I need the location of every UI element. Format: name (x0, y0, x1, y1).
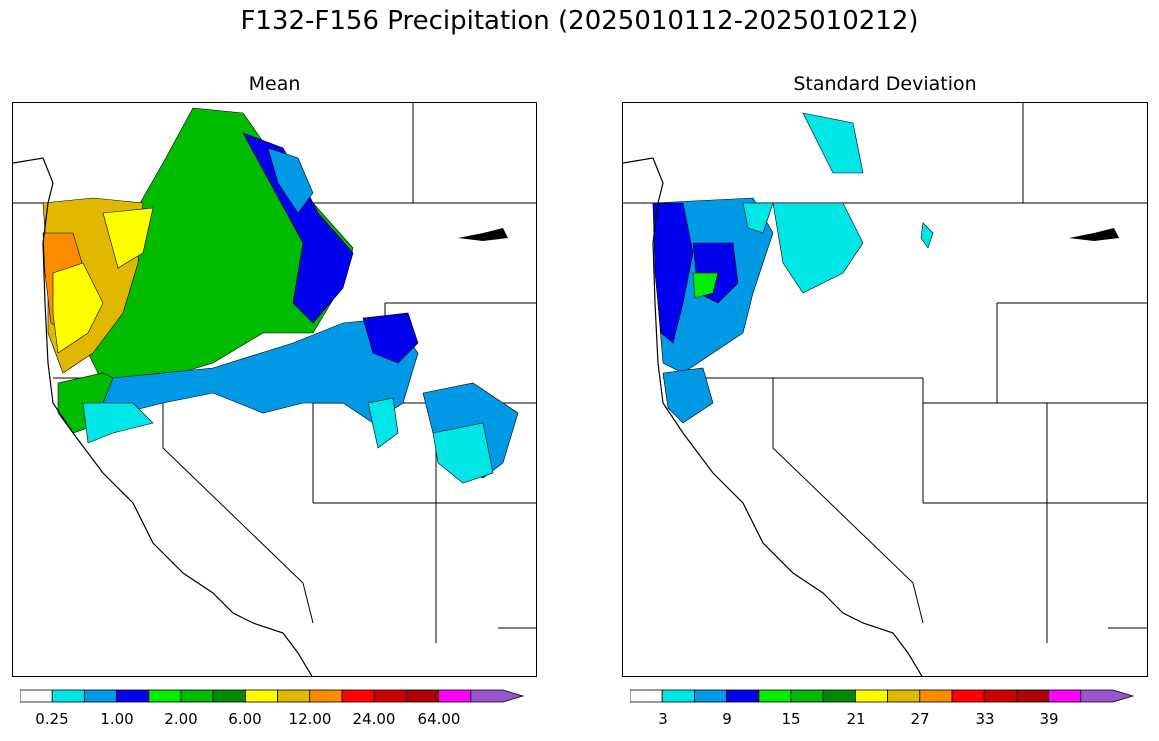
cbar-label: 39 (1039, 710, 1059, 728)
colorbar-segment (148, 689, 182, 703)
cbar-label: 1.00 (100, 710, 134, 728)
colorbar-segment (790, 689, 824, 703)
cbar-label: 3 (658, 710, 668, 728)
colorbar-segment (854, 689, 888, 703)
colorbar-extend-arrow (1080, 689, 1135, 703)
colorbar-segment (84, 689, 118, 703)
colorbar-segment (726, 689, 760, 703)
cbar-label: 33 (975, 710, 995, 728)
colorbar-segment (438, 689, 472, 703)
colorbar-segment (694, 689, 728, 703)
panel-title-stddev: Standard Deviation (793, 73, 977, 95)
colorbar-segment (309, 689, 343, 703)
cbar-label: 15 (781, 710, 801, 728)
figure-title: F132-F156 Precipitation (2025010112-2025… (240, 6, 919, 36)
map-mean (12, 102, 537, 677)
colorbar-segment (951, 689, 985, 703)
colorbar-segment (212, 689, 246, 703)
panel-title-mean: Mean (248, 73, 301, 95)
colorbar-segment (341, 689, 375, 703)
colorbar-mean (20, 689, 530, 703)
cbar-label: 12.00 (288, 710, 332, 728)
colorbar-segment (887, 689, 921, 703)
colorbar-segment (630, 689, 663, 703)
colorbar-segment (822, 689, 856, 703)
colorbar-extend-arrow (470, 689, 525, 703)
cbar-label: 27 (910, 710, 930, 728)
colorbar-segment (20, 689, 53, 703)
colorbar-segment (1048, 689, 1082, 703)
cbar-label: 24.00 (352, 710, 396, 728)
cbar-label: 9 (722, 710, 732, 728)
colorbar-segment (758, 689, 792, 703)
map-stddev (622, 102, 1148, 677)
colorbar-segment (277, 689, 311, 703)
cbar-label: 21 (846, 710, 866, 728)
colorbar-segment (919, 689, 953, 703)
colorbar-segment (51, 689, 85, 703)
colorbar-segment (244, 689, 278, 703)
colorbar-segment (1015, 689, 1049, 703)
colorbar-segment (116, 689, 150, 703)
colorbar-segment (661, 689, 695, 703)
cbar-label: 0.25 (35, 710, 69, 728)
colorbar-segment (983, 689, 1017, 703)
colorbar-segment (405, 689, 439, 703)
cbar-label: 6.00 (228, 710, 262, 728)
cbar-label: 64.00 (417, 710, 461, 728)
colorbar-stddev (630, 689, 1140, 703)
cbar-label: 2.00 (164, 710, 198, 728)
colorbar-segment (180, 689, 214, 703)
colorbar-segment (373, 689, 407, 703)
